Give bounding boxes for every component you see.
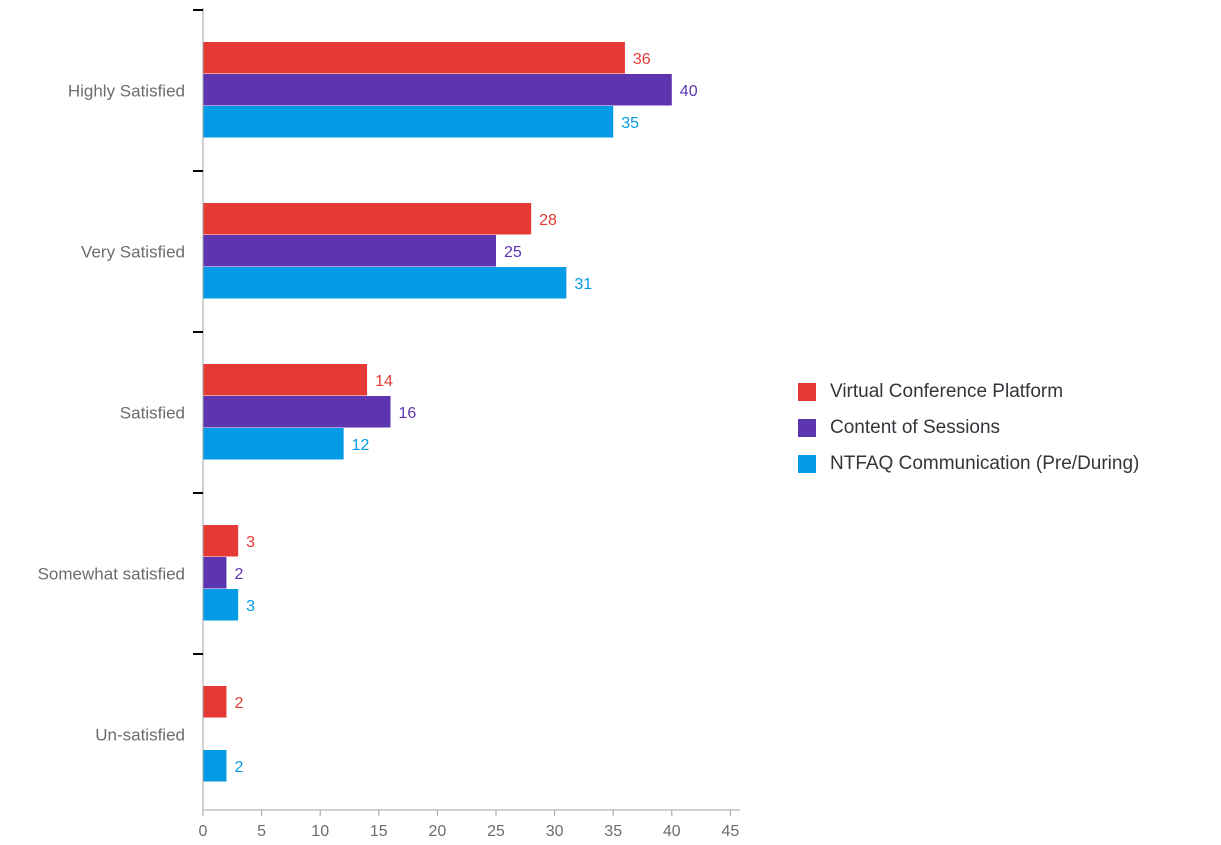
data-label: 36 bbox=[633, 51, 651, 68]
category-label: Highly Satisfied bbox=[68, 82, 185, 101]
legend-item: Content of Sessions bbox=[798, 410, 1139, 446]
data-label: 28 bbox=[539, 212, 557, 229]
bar-2-1 bbox=[203, 74, 672, 106]
x-tick-label: 45 bbox=[722, 823, 740, 840]
x-tick-label: 0 bbox=[199, 823, 208, 840]
legend-swatch bbox=[798, 383, 816, 401]
data-label: 40 bbox=[680, 83, 698, 100]
category-label: Un-satisfied bbox=[95, 726, 185, 745]
bar-2-2 bbox=[203, 235, 496, 267]
bar-2-3 bbox=[203, 396, 391, 428]
bar-3-5 bbox=[203, 750, 227, 782]
legend-label: Content of Sessions bbox=[830, 417, 1001, 438]
bar-3-2 bbox=[203, 267, 567, 299]
bar-2-4 bbox=[203, 557, 227, 589]
bar-1-3 bbox=[203, 364, 368, 396]
x-tick-label: 30 bbox=[546, 823, 564, 840]
x-tick-label: 5 bbox=[257, 823, 266, 840]
category-label: Somewhat satisfied bbox=[38, 565, 185, 584]
data-label: 3 bbox=[246, 598, 255, 615]
data-label: 25 bbox=[504, 244, 522, 261]
legend-item: NTFAQ Communication (Pre/During) bbox=[798, 446, 1139, 482]
data-label: 2 bbox=[234, 695, 243, 712]
x-tick-label: 35 bbox=[604, 823, 622, 840]
bar-1-2 bbox=[203, 203, 532, 235]
legend-swatch bbox=[798, 455, 816, 473]
x-tick-label: 20 bbox=[429, 823, 447, 840]
bar-1-4 bbox=[203, 525, 239, 557]
chart-legend: Virtual Conference Platform Content of Se… bbox=[798, 374, 1139, 482]
bar-3-1 bbox=[203, 106, 614, 138]
legend-label: Virtual Conference Platform bbox=[830, 381, 1064, 402]
legend-item: Virtual Conference Platform bbox=[798, 374, 1139, 410]
category-label: Satisfied bbox=[120, 404, 185, 423]
data-label: 14 bbox=[375, 373, 393, 390]
bar-1-1 bbox=[203, 42, 625, 74]
x-tick-label: 15 bbox=[370, 823, 388, 840]
axes-layer: Highly Satisfied Very Satisfied Satisfied S… bbox=[38, 8, 741, 840]
data-label: 35 bbox=[621, 115, 639, 132]
bar-3-3 bbox=[203, 428, 344, 460]
category-label: Very Satisfied bbox=[81, 243, 185, 262]
bar-1-5 bbox=[203, 686, 227, 718]
legend-label: NTFAQ Communication (Pre/During) bbox=[830, 453, 1140, 474]
bar-3-4 bbox=[203, 589, 239, 621]
data-label: 3 bbox=[246, 534, 255, 551]
bars-layer bbox=[203, 42, 672, 782]
legend-swatch bbox=[798, 419, 816, 437]
data-label: 12 bbox=[352, 437, 370, 454]
x-tick-label: 40 bbox=[663, 823, 681, 840]
data-label: 31 bbox=[574, 276, 592, 293]
data-label: 16 bbox=[399, 405, 417, 422]
x-tick-label: 25 bbox=[487, 823, 505, 840]
x-tick-label: 10 bbox=[311, 823, 329, 840]
data-label: 2 bbox=[234, 759, 243, 776]
data-label: 2 bbox=[234, 566, 243, 583]
